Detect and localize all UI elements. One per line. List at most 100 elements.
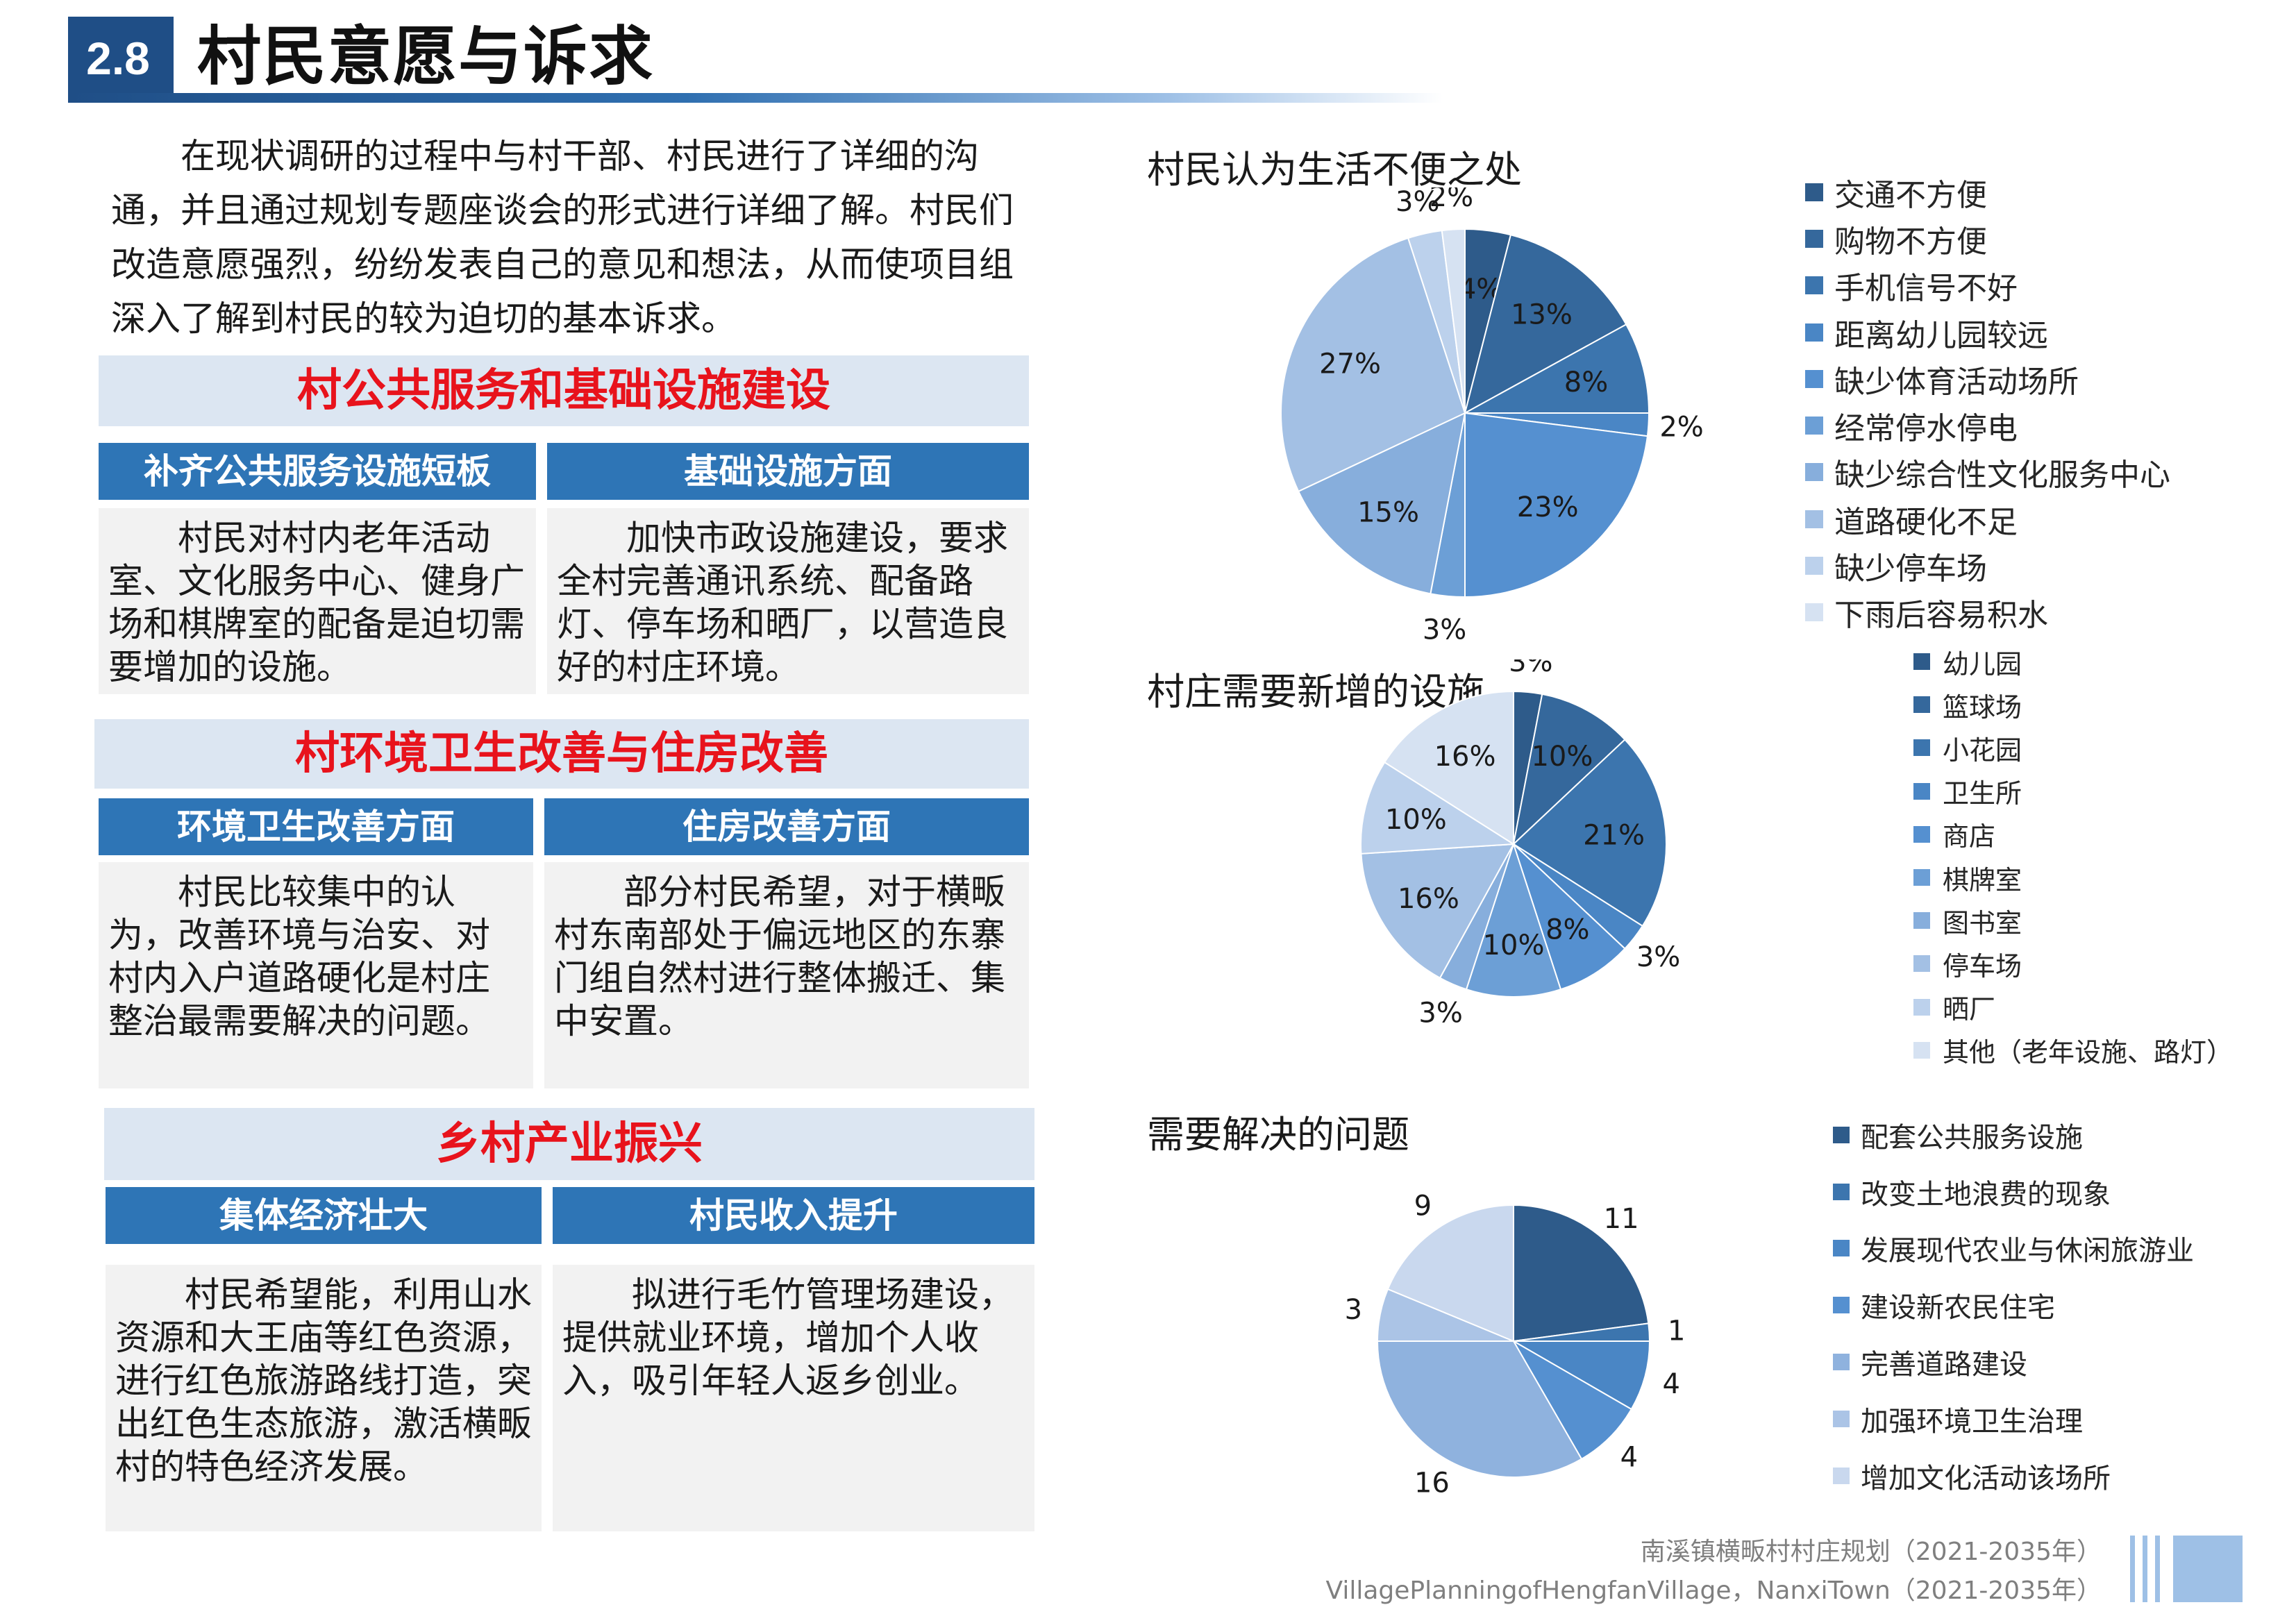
intro-paragraph: 在现状调研的过程中与村干部、村民进行了详细的沟通，并且通过规划专题座谈会的形式进… [111,136,1014,339]
legend-label: 经常停水停电 [1834,411,2018,447]
legend-swatch [1805,369,1823,388]
header-accent-bar [168,17,174,100]
pie-slice [1464,323,1650,414]
legend-label: 缺少综合性文化服务中心 [1834,457,2170,494]
pie-slice [1280,237,1466,493]
legend-item: 缺少综合性文化服务中心 [1805,449,2170,496]
pie-data-label: 15% [1357,496,1419,528]
pie-data-label: 4 [1662,1368,1679,1400]
column-body-collective-economy: 村民希望能，利用山水资源和大王庙等红色资源，进行红色旅游路线打造，突出红色生态旅… [106,1265,542,1531]
legend-swatch [1833,1240,1850,1257]
legend-item: 交通不方便 [1805,169,2170,215]
pie-data-label: 27% [1319,348,1381,380]
pie-slice [1512,693,1626,846]
legend-item: 缺少体育活动场所 [1805,355,2170,402]
legend-label: 棋牌室 [1943,864,2022,895]
footer-decor-bar [2143,1536,2147,1602]
legend-label: 商店 [1943,821,1996,852]
pie-slice [1376,1340,1583,1478]
pie-data-label: 8% [1545,914,1589,946]
legend-item: 商店 [1913,813,2233,856]
section-title-environment-housing: 村环境卫生改善与住房改善 [94,719,1029,789]
chart-title-new-facilities: 村庄需要新增的设施 [1147,670,1484,714]
footer-decor-block [2173,1536,2243,1602]
pie-slice [1441,228,1466,414]
legend-swatch [1805,229,1823,248]
legend-label: 距离幼儿园较远 [1834,317,2048,353]
legend-item: 加强环境卫生治理 [1833,1390,2194,1447]
legend-swatch [1913,869,1930,886]
legend-swatch [1833,1297,1850,1314]
legend-swatch [1833,1183,1850,1200]
legend-item: 缺少停车场 [1805,542,2170,589]
header-underline [68,93,1443,103]
legend-item: 小花园 [1913,726,2233,769]
pie-slice [1511,1339,1633,1461]
legend-item: 经常停水停电 [1805,402,2170,448]
column-body-sanitation: 村民比较集中的认为，改善环境与治安、对村内入户道路硬化是村庄整治最需要解决的问题… [99,862,533,1088]
pie-data-label: 3% [1418,997,1462,1029]
column-body-public-facilities: 村民对村内老年活动室、文化服务中心、健身广场和棋牌室的配备是迫切需要增加的设施。 [99,508,536,694]
legend-swatch [1805,276,1823,295]
legend-label: 停车场 [1943,950,2022,982]
pie-data-label: 16% [1398,883,1459,915]
pie-data-label: 3% [1396,187,1439,218]
legend-swatch [1833,1354,1850,1371]
pie-data-label: 3% [1423,614,1466,646]
pie-slice [1464,412,1649,598]
legend-label: 篮球场 [1943,691,2022,723]
legend-item: 完善道路建设 [1833,1334,2194,1390]
legend-label: 购物不方便 [1834,224,1987,260]
legend-swatch [1805,323,1823,342]
legend-swatch [1913,739,1930,757]
legend-item: 幼儿园 [1913,640,2233,683]
chart-title-problems: 需要解决的问题 [1147,1113,1409,1157]
pie-slice [1511,1340,1651,1411]
legend-label: 发展现代农业与休闲旅游业 [1861,1235,2194,1268]
footer-title-en: VillagePlanningofHengfanVillage，NanxiTow… [1325,1576,2102,1605]
legend-label: 缺少体育活动场所 [1834,364,2079,400]
pie-slice [1383,690,1514,846]
pie-data-label: 3% [1636,941,1680,973]
pie-data-label: 23% [1517,491,1579,523]
pie-data-label: 2% [1430,187,1473,213]
legend-item: 配套公共服务设施 [1833,1107,2194,1163]
legend-label: 小花园 [1943,734,2022,766]
pie-data-label: 10% [1483,930,1545,961]
legend-swatch [1913,1041,1930,1059]
pie-data-label: 10% [1385,804,1447,836]
legend-item: 购物不方便 [1805,215,2170,262]
pie-chart-inconveniences: 4%13%8%2%23%3%15%27%3%2% [1280,187,1704,646]
legend-item: 图书室 [1913,899,2233,942]
pie-data-label: 16% [1434,741,1496,773]
legend-label: 交通不方便 [1834,177,1987,213]
legend-swatch [1913,825,1930,843]
column-heading-housing: 住房改善方面 [544,798,1029,855]
legend-label: 增加文化活动该场所 [1861,1462,2111,1495]
legend-label: 幼儿园 [1943,648,2022,680]
section-title-public-services: 村公共服务和基础设施建设 [99,355,1029,426]
legend-problems: 配套公共服务设施 改变土地浪费的现象 发展现代农业与休闲旅游业 建设新农民住宅 完善道路… [1833,1107,2194,1504]
pie-data-label: 9 [1414,1190,1432,1222]
column-heading-public-facilities: 补齐公共服务设施短板 [99,443,536,500]
legend-swatch [1913,782,1930,800]
pie-slice [1360,761,1516,855]
pie-data-label: 21% [1583,819,1645,851]
legend-item: 停车场 [1913,942,2233,985]
column-body-infrastructure: 加快市政设施建设，要求全村完善通讯系统、配备路灯、停车场和晒厂，以营造良好的村庄… [547,508,1029,694]
legend-swatch [1805,417,1823,435]
legend-item: 距离幼儿园较远 [1805,309,2170,355]
pie-chart-new-facilities: 3%10%21%3%8%10%3%16%10%16% [1360,659,1680,1029]
section-title-industry: 乡村产业振兴 [104,1108,1034,1180]
legend-label: 晒厂 [1943,994,1996,1025]
legend-item: 发展现代农业与休闲旅游业 [1833,1220,2194,1277]
pie-data-label: 3 [1345,1294,1362,1326]
pie-slice [1464,234,1627,414]
pie-slice [1513,843,1626,991]
pie-data-label: 10% [1531,741,1593,773]
legend-label: 完善道路建设 [1861,1349,2027,1381]
column-heading-infrastructure: 基础设施方面 [547,443,1029,500]
footer-title-cn: 南溪镇横畈村村庄规划（2021-2035年） [1640,1538,2102,1566]
legend-swatch [1805,183,1823,201]
